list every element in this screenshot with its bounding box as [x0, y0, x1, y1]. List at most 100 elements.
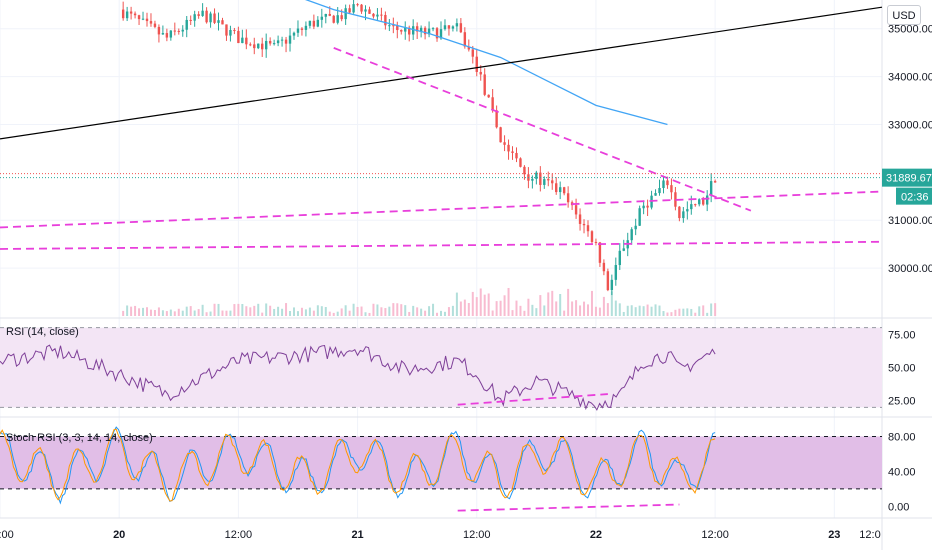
- candle-body: [582, 223, 586, 226]
- volume-bar: [169, 309, 172, 316]
- rsi-title: RSI (14, close): [6, 326, 79, 338]
- candle-body: [618, 250, 621, 266]
- volume-bar: [698, 306, 701, 316]
- candle-body: [165, 33, 169, 38]
- candle-body: [435, 28, 439, 39]
- candle-body: [702, 199, 705, 205]
- candle-body: [713, 181, 717, 183]
- candle-body: [709, 181, 713, 196]
- candle-body: [304, 25, 308, 30]
- candle-body: [340, 15, 343, 20]
- volume-bar: [563, 310, 566, 316]
- volume-bar: [285, 303, 288, 316]
- candle-body: [602, 262, 606, 272]
- candle-body: [245, 37, 248, 45]
- volume-bar: [587, 304, 589, 316]
- volume-bar: [503, 295, 506, 316]
- volume-bar: [320, 306, 323, 316]
- volume-bar: [130, 306, 133, 316]
- candle-body: [360, 4, 363, 12]
- volume-bar: [531, 304, 534, 316]
- candle-body: [507, 144, 510, 152]
- stoch-divergence-line: [457, 503, 680, 512]
- candlesticks: [121, 0, 717, 296]
- rsi-tick-label: 50.00: [888, 363, 916, 375]
- volume-bar: [142, 307, 145, 316]
- candle-body: [491, 97, 494, 111]
- candle-body: [268, 40, 272, 44]
- price-badge-value: 31889.67: [886, 173, 932, 185]
- candle-body: [233, 29, 236, 31]
- volume-bar: [634, 307, 637, 316]
- candle-body: [181, 29, 184, 32]
- volume-bar: [436, 312, 439, 316]
- candle-body: [499, 127, 502, 143]
- stoch-tick-label: 80.00: [888, 431, 916, 443]
- candle-body: [654, 193, 657, 196]
- stoch-title: Stoch RSI (3, 3, 14, 14, close): [6, 432, 153, 444]
- volume-bar: [467, 302, 470, 316]
- volume-bar: [396, 303, 399, 316]
- time-tick-label: 12:00: [463, 529, 491, 541]
- currency-button[interactable]: USD: [887, 5, 921, 25]
- candle-body: [535, 172, 538, 179]
- volume-bar: [153, 310, 156, 316]
- moving-average-line: [304, 0, 668, 126]
- volume-bar: [205, 312, 208, 316]
- volume-bar: [598, 307, 601, 316]
- volume-bar: [372, 303, 375, 316]
- volume-bar: [559, 294, 562, 316]
- volume-bar: [273, 308, 276, 316]
- candle-body: [459, 23, 463, 33]
- candle-body: [221, 20, 224, 25]
- volume-bar: [217, 303, 220, 316]
- volume-bar: [583, 301, 586, 316]
- dashed-trend-line: [0, 190, 883, 229]
- stoch-tick-label: 0.00: [888, 501, 909, 513]
- volume-bar: [519, 305, 522, 316]
- volume-bar: [674, 309, 677, 316]
- rsi-tick-label: 75.00: [888, 329, 916, 341]
- volume-bar: [368, 312, 371, 316]
- volume-bar: [289, 311, 292, 316]
- candle-body: [384, 14, 387, 26]
- candle-body: [336, 15, 339, 23]
- candle-body: [201, 10, 204, 16]
- volume-bar: [527, 298, 530, 316]
- volume-bar: [332, 312, 335, 316]
- volume-bar: [376, 304, 379, 316]
- candle-body: [276, 40, 280, 44]
- candle-body: [634, 225, 637, 230]
- candle-body: [185, 19, 188, 30]
- candle-body: [288, 35, 292, 44]
- candle-body: [666, 180, 669, 186]
- candle-body: [495, 110, 498, 128]
- candle-body: [169, 30, 173, 38]
- candle-body: [678, 206, 681, 219]
- volume-bar: [237, 303, 240, 316]
- time-tick-label: 12:0: [859, 529, 880, 541]
- candle-body: [471, 49, 474, 57]
- volume-bar: [404, 305, 407, 316]
- volume-bar: [265, 303, 268, 316]
- candle-body: [364, 9, 367, 12]
- volume-bar: [146, 307, 148, 316]
- candle-body: [658, 188, 661, 194]
- candle-body: [225, 24, 228, 36]
- volume-bar: [571, 301, 574, 316]
- volume-bar: [690, 308, 693, 316]
- candle-body: [312, 20, 316, 27]
- volume-bar: [443, 311, 446, 316]
- candle-body: [376, 14, 379, 17]
- candle-body: [590, 231, 594, 242]
- axes: 35000.00 34000.00 33000.00 31000.00 30000.00…: [0, 24, 932, 541]
- time-tick-label: 22: [590, 529, 602, 541]
- volume-bar: [575, 300, 578, 316]
- volume-bar: [710, 303, 713, 316]
- volume-bar: [511, 310, 514, 316]
- volume-bar: [523, 310, 526, 316]
- candle-body: [217, 20, 220, 23]
- volume-bar: [463, 299, 466, 316]
- volume-bar: [296, 311, 299, 316]
